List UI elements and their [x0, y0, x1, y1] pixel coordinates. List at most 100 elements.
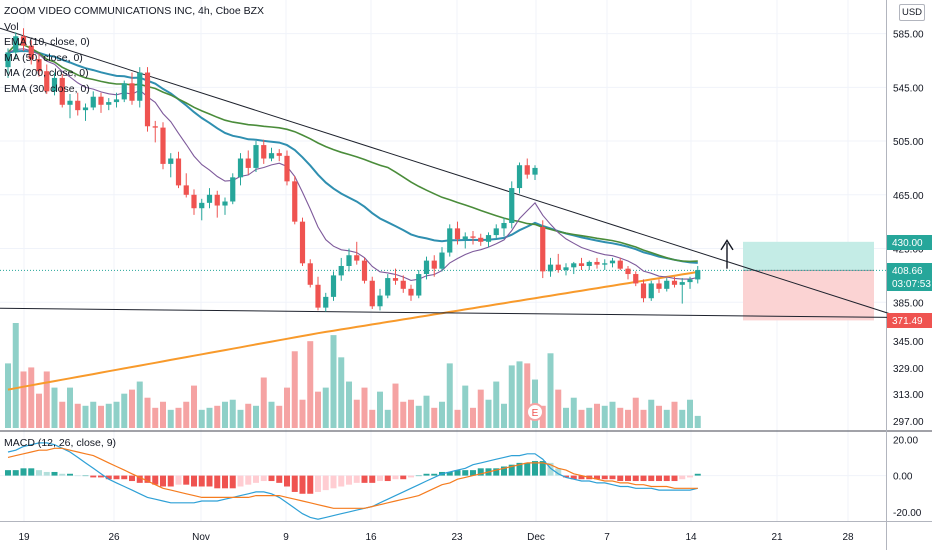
candle-body — [416, 274, 422, 296]
macd-histogram-bar — [516, 462, 523, 476]
macd-histogram-bar — [90, 475, 97, 478]
candle-body — [509, 188, 515, 223]
stop-zone — [743, 270, 874, 321]
macd-histogram-bar — [43, 471, 50, 476]
macd-histogram-bar — [508, 464, 515, 476]
candle-body — [222, 201, 228, 206]
volume-bar — [113, 401, 120, 428]
candle-body — [664, 280, 670, 289]
time-tick-label: 23 — [451, 532, 463, 543]
macd-histogram-bar — [315, 475, 321, 492]
macd-histogram-bar — [470, 470, 476, 476]
macd-histogram-bar — [36, 470, 42, 476]
candle-body — [648, 283, 654, 299]
macd-histogram-bar — [74, 475, 81, 477]
volume-bar — [229, 399, 236, 428]
macd-histogram-bar — [477, 468, 484, 476]
macd-histogram-bar — [415, 475, 422, 477]
macd-histogram-bar — [152, 475, 159, 485]
candle-body — [113, 99, 120, 103]
volume-bar — [477, 389, 484, 428]
candle-body — [408, 288, 414, 296]
candle-body — [524, 165, 530, 175]
candle-body — [137, 72, 143, 101]
candle-body — [199, 202, 205, 209]
volume-bar — [136, 381, 143, 428]
candle-body — [129, 83, 135, 101]
volume-bar — [160, 401, 166, 428]
legend-ema30[interactable]: EMA (30, close, 0) — [4, 82, 90, 95]
volume-bar — [129, 389, 135, 428]
volume-bar — [260, 377, 267, 428]
candle-body — [640, 283, 647, 299]
currency-button[interactable]: USD — [899, 4, 925, 21]
candle-body — [315, 284, 321, 308]
volume-bar — [20, 371, 27, 428]
volume-bar — [516, 361, 523, 428]
macd-histogram-bar — [20, 468, 27, 476]
macd-histogram-bar — [679, 475, 686, 480]
volume-bar — [679, 409, 686, 428]
candle-body — [377, 295, 383, 307]
time-tick-label: 7 — [604, 532, 610, 543]
macd-histogram-bar — [384, 475, 391, 482]
macd-tick-label: 0.00 — [893, 472, 913, 483]
macd-histogram-bar — [299, 475, 306, 494]
macd-histogram-bar — [663, 475, 670, 482]
macd-histogram-bar — [291, 475, 298, 492]
volume-bar — [539, 405, 546, 428]
candle-body — [493, 228, 499, 236]
macd-histogram-bar — [694, 473, 701, 476]
legend-vol[interactable]: Vol — [4, 20, 19, 33]
volume-tick-label: 297.00 — [893, 417, 924, 428]
volume-bar — [462, 385, 469, 428]
macd-histogram-bar — [253, 475, 259, 483]
legend-ema10[interactable]: EMA (10, close, 0) — [4, 36, 90, 48]
volume-tick-label: 313.00 — [893, 390, 924, 401]
candle-body — [90, 96, 96, 108]
volume-bar — [648, 399, 655, 428]
candle-body — [75, 100, 81, 111]
candle-body — [586, 261, 592, 266]
volume-bar — [175, 407, 182, 428]
volume-bar — [338, 357, 345, 428]
macd-histogram-bar — [454, 470, 461, 476]
candle-body — [633, 274, 639, 284]
volume-bar — [307, 341, 314, 428]
volume-bar — [508, 365, 515, 428]
volume-bar — [601, 405, 608, 428]
time-tick-label: 19 — [18, 532, 30, 543]
candle-body — [671, 280, 678, 285]
macd-histogram-bar — [532, 461, 538, 476]
volume-bar — [291, 351, 298, 428]
volume-bar — [485, 399, 492, 428]
macd-legend[interactable]: MACD (12, 26, close, 9) — [4, 437, 117, 449]
candle-body — [276, 153, 282, 156]
volume-bar — [322, 387, 329, 428]
candle-body — [299, 221, 306, 264]
candle-body — [160, 127, 166, 164]
time-tick-label: 14 — [685, 532, 697, 543]
macd-histogram-bar — [625, 475, 631, 482]
volume-bar — [377, 391, 383, 428]
volume-bar — [90, 401, 97, 428]
candle-body — [594, 261, 600, 265]
candle-body — [168, 158, 174, 164]
macd-histogram-bar — [136, 475, 143, 483]
legend-ma50[interactable]: MA (50, close, 0) — [4, 51, 83, 64]
macd-histogram-bar — [555, 468, 562, 476]
volume-bar — [74, 403, 81, 428]
time-tick-label: Dec — [527, 532, 545, 543]
volume-bar — [152, 407, 159, 428]
volume-bar — [563, 407, 569, 428]
candle-body — [346, 255, 352, 266]
candle-body — [354, 255, 360, 261]
volume-bar — [524, 363, 531, 428]
volume-bar — [594, 403, 600, 428]
volume-bar — [67, 387, 73, 428]
candle-body — [439, 252, 445, 269]
legend-ma200[interactable]: MA (200, close, 0) — [4, 67, 89, 79]
candle-body — [609, 260, 616, 264]
